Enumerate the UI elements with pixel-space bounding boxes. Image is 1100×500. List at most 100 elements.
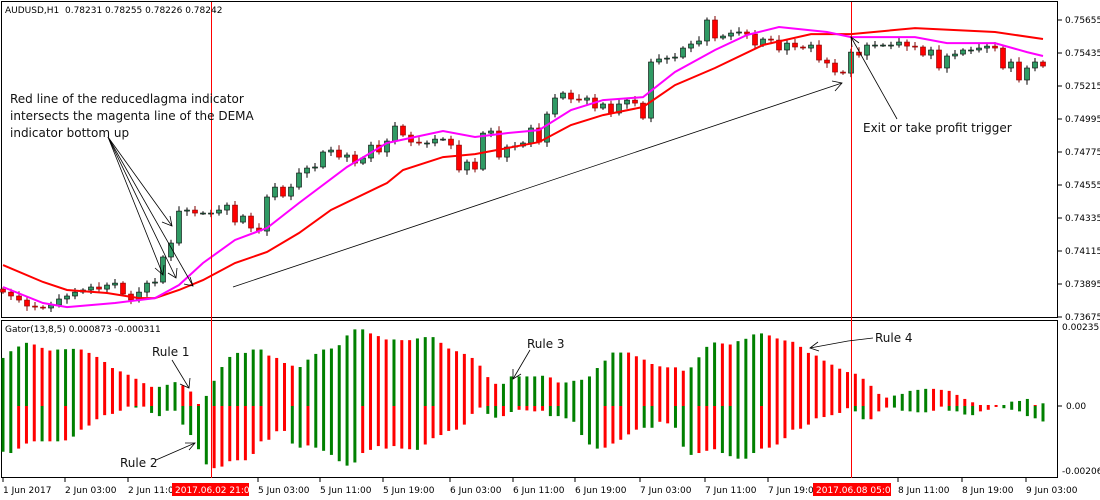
gator-upper-bar <box>767 335 771 406</box>
trend-arrow <box>232 80 843 288</box>
gator-lower-bar <box>494 406 498 418</box>
bull-candle-body <box>504 146 510 158</box>
gator-upper-bar <box>924 388 928 406</box>
gator-upper-bar <box>650 363 654 406</box>
gator-upper-bar <box>48 350 52 406</box>
price-axis: 0.75655 0.75435 0.75215 0.74995 0.74775 0.745… <box>1058 16 1100 323</box>
gator-lower-bar <box>275 406 279 432</box>
time-tick-label: 7 Jun 11:00 <box>705 486 757 496</box>
gator-lower-bar <box>666 406 670 424</box>
candle <box>880 43 886 47</box>
price-panel[interactable] <box>1 1 1058 318</box>
bull-candle-body <box>184 209 190 212</box>
gator-lower-bar <box>1002 406 1006 409</box>
gator-lower-bar <box>24 406 28 444</box>
candle <box>904 39 910 51</box>
candle <box>96 282 102 292</box>
gator-lower-bar <box>728 406 732 457</box>
candle <box>640 101 646 120</box>
candle <box>840 70 846 75</box>
gator-lower-bar <box>744 406 748 459</box>
bull-candle-body <box>616 103 622 114</box>
gator-upper-bar <box>494 383 498 406</box>
bear-candle-body <box>24 299 30 307</box>
time-tick-label: 5 Jun 11:00 <box>320 486 372 496</box>
gator-upper-bar <box>861 378 865 406</box>
gator-upper-bar <box>110 368 114 406</box>
gator-upper-bar <box>228 356 232 406</box>
bull-candle-body <box>952 53 958 57</box>
candle <box>776 35 782 53</box>
gator-upper-bar <box>994 404 998 406</box>
bear-candle-body <box>472 161 478 170</box>
bull-candle-body <box>480 132 486 170</box>
gator-upper-bar <box>978 404 982 406</box>
gator-lower-bar <box>126 406 130 407</box>
rule-4-label: Rule 4 <box>875 331 913 345</box>
bull-candle-body <box>984 45 990 49</box>
bear-candle-body <box>832 62 838 73</box>
gator-upper-bar <box>275 357 279 406</box>
bull-candle-body <box>64 295 70 300</box>
gator-upper-bar <box>892 395 896 406</box>
candle <box>808 41 814 53</box>
bull-candle-body <box>1032 61 1038 69</box>
gator-upper-bar <box>955 394 959 406</box>
gator-upper-bar <box>1002 404 1006 406</box>
gator-upper-bar <box>236 352 240 406</box>
gator-lower-bar <box>447 406 451 431</box>
candle <box>1032 57 1038 72</box>
gator-upper-bar <box>877 393 881 406</box>
gator-upper-bar <box>525 376 529 406</box>
gator-upper-bar <box>947 390 951 406</box>
gator-upper-bar <box>462 353 466 406</box>
gator-upper-bar <box>501 383 505 406</box>
gator-upper-bar <box>830 364 834 406</box>
candle <box>672 53 678 62</box>
gator-lower-bar <box>1018 406 1022 412</box>
candle <box>176 206 182 246</box>
gator-lower-bar <box>400 406 404 449</box>
gator-upper-bar <box>400 340 404 406</box>
gator-lower-bar <box>345 406 349 466</box>
candle <box>624 97 630 109</box>
candle <box>568 89 574 104</box>
gator-lower-bar <box>361 406 365 454</box>
gator-upper-bar <box>314 353 318 406</box>
gator-lower-bar <box>478 406 482 408</box>
gator-lower-bar <box>87 406 91 426</box>
gator-upper-bar <box>24 342 28 406</box>
bear-candle-body <box>920 46 926 56</box>
candle <box>552 93 558 118</box>
bull-candle-body <box>152 281 158 284</box>
symbol-info: AUDUSD,H1 0.78231 0.78255 0.78226 0.7824… <box>5 6 222 16</box>
gator-upper-bar <box>838 368 842 406</box>
bull-candle-body <box>488 130 494 134</box>
gator-lower-bar <box>509 406 513 412</box>
gator-lower-bar <box>525 406 529 411</box>
candle <box>312 162 318 172</box>
time-tick-label: 5 Jun 19:00 <box>383 486 435 496</box>
gator-lower-bar <box>853 406 857 412</box>
price-tick-label: 0.74555 <box>1065 181 1100 191</box>
gator-upper-bar <box>204 395 208 406</box>
time-tick-label: 8 Jun 19:00 <box>962 486 1014 496</box>
bull-candle-body <box>160 256 166 283</box>
entry-text-line-1: Red line of the reducedlagma indicator <box>10 92 244 106</box>
candle <box>152 278 158 287</box>
bear-candle-body <box>752 33 758 46</box>
time-tick-label: 1 Jun 2017 <box>3 486 51 496</box>
gator-lower-bar <box>869 406 873 420</box>
gator-upper-bar <box>56 349 60 406</box>
gator-upper-bar <box>1033 404 1037 406</box>
gator-upper-bar <box>40 347 44 406</box>
gator-upper-bar <box>603 360 607 406</box>
gator-upper-bar <box>220 367 224 406</box>
bear-candle-body <box>120 282 126 295</box>
gator-upper-bar <box>814 355 818 406</box>
time-tick-label: 7 Jun 19:00 <box>768 486 820 496</box>
gator-lower-bar <box>103 406 107 416</box>
gator-lower-bar <box>314 406 318 448</box>
gator-lower-bar <box>619 406 623 440</box>
